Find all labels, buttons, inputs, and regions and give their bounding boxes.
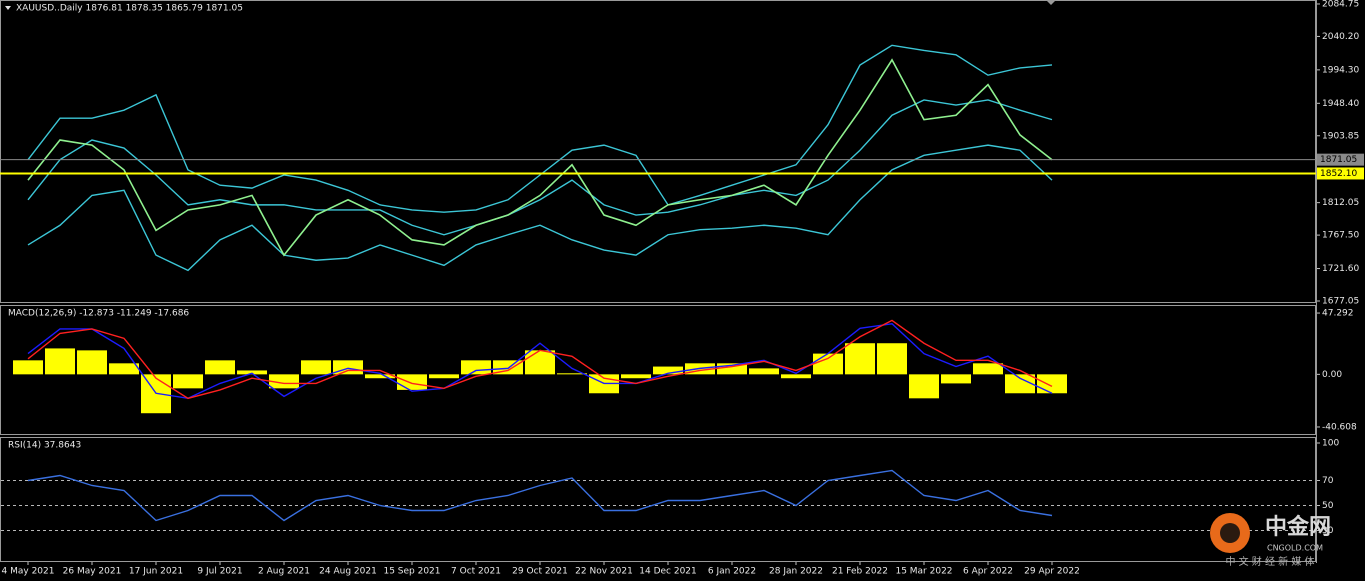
- histogram-bar: [237, 370, 267, 375]
- x-tick-label: 6 Jan 2022: [708, 567, 756, 577]
- histogram-bar: [653, 366, 683, 375]
- y-tick-label: 1812.05: [1322, 198, 1359, 208]
- y-tick-label: 1767.50: [1322, 231, 1359, 241]
- x-tick-label: 15 Mar 2022: [895, 567, 952, 577]
- logo-inner: [1220, 523, 1240, 543]
- shift-marker: [1046, 0, 1056, 5]
- histogram-bar: [909, 374, 939, 399]
- histogram-bar: [941, 374, 971, 384]
- price-label: 1852.10: [1320, 169, 1357, 179]
- panel-title: RSI(14) 37.8643: [8, 441, 81, 451]
- x-tick-label: 14 Dec 2021: [639, 567, 697, 577]
- y-tick-label: 2040.20: [1322, 32, 1359, 42]
- y-tick-label: -40.608: [1322, 422, 1357, 432]
- axis-strip: [1316, 0, 1317, 563]
- series-line: [27, 469, 1053, 522]
- histogram-bar: [525, 350, 555, 375]
- price-label-box: [1317, 153, 1364, 166]
- histogram-bar: [781, 374, 811, 379]
- y-tick-label: 1994.30: [1322, 65, 1359, 75]
- panel-title: MACD(12,26,9) -12.873 -11.249 -17.686: [8, 309, 189, 319]
- watermark-slogan: 中 文 财 经 新 媒 体: [1225, 555, 1314, 568]
- price-label-box: [1317, 167, 1364, 180]
- menu-triangle[interactable]: [5, 6, 11, 10]
- y-tick-label: 1903.85: [1322, 131, 1359, 141]
- histogram-bar: [45, 348, 75, 375]
- x-tick-label: 4 May 2021: [2, 567, 55, 577]
- y-tick-label: 50: [1322, 501, 1334, 511]
- histogram-bar: [973, 363, 1003, 375]
- histogram-bar: [877, 343, 907, 375]
- x-tick-label: 21 Feb 2022: [832, 567, 888, 577]
- series-line: [27, 319, 1053, 400]
- histogram-bar: [173, 374, 203, 389]
- x-tick-label: 28 Jan 2022: [769, 567, 823, 577]
- x-tick-label: 22 Nov 2021: [575, 567, 633, 577]
- x-tick-label: 24 Aug 2021: [319, 567, 377, 577]
- histogram-bar: [77, 350, 107, 375]
- series-line: [27, 99, 1053, 236]
- series-line: [27, 144, 1053, 272]
- histogram-bar: [1037, 374, 1067, 394]
- watermark-site: CNGOLD.COM: [1267, 544, 1323, 553]
- histogram-bar: [845, 343, 875, 375]
- histogram-bar: [461, 360, 491, 375]
- series-line: [27, 58, 1053, 257]
- histogram-bar: [749, 368, 779, 375]
- histogram-bar: [365, 374, 395, 379]
- x-tick-label: 17 Jun 2021: [129, 567, 183, 577]
- histogram-bar: [717, 363, 747, 375]
- histogram-bar: [13, 360, 43, 375]
- watermark-name: 中金网: [1265, 514, 1331, 540]
- histogram-bar: [813, 353, 843, 375]
- series-line: [27, 44, 1053, 213]
- histogram-bar: [429, 374, 459, 379]
- histogram-bar: [397, 374, 427, 390]
- x-tick-label: 9 Jul 2021: [197, 567, 242, 577]
- price-label: 1871.05: [1320, 155, 1357, 165]
- y-tick-label: 0.00: [1322, 370, 1342, 380]
- panel-title: XAUUSD..Daily 1876.81 1878.35 1865.79 18…: [16, 4, 243, 14]
- y-tick-label: 1721.60: [1322, 264, 1359, 274]
- x-tick-label: 29 Apr 2022: [1024, 567, 1080, 577]
- x-tick-label: 26 May 2021: [63, 567, 122, 577]
- y-tick-label: 100: [1322, 439, 1339, 449]
- histogram-bar: [205, 360, 235, 375]
- y-tick-label: 70: [1322, 476, 1334, 486]
- y-tick-label: 30: [1322, 526, 1334, 536]
- y-tick-label: 2084.75: [1322, 0, 1359, 9]
- watermark: 中金网 CNGOLD.COM 中 文 财 经 新 媒 体: [1210, 513, 1331, 568]
- histogram-bar: [493, 360, 523, 375]
- x-tick-label: 15 Sep 2021: [383, 567, 440, 577]
- x-tick-label: 7 Oct 2021: [451, 567, 501, 577]
- x-tick-label: 2 Aug 2021: [258, 567, 310, 577]
- histogram-bar: [269, 374, 299, 389]
- y-tick-label: 1948.40: [1322, 99, 1359, 109]
- y-tick-label: 1677.05: [1322, 296, 1359, 306]
- histogram-bar: [557, 373, 587, 375]
- x-tick-label: 29 Oct 2021: [512, 567, 568, 577]
- panel-frame: [0, 437, 1316, 562]
- panel-frame: [0, 305, 1316, 435]
- panel-frame: [0, 0, 1316, 303]
- histogram-bar: [109, 363, 139, 375]
- histogram-bar: [621, 374, 651, 379]
- histogram-bar: [301, 360, 331, 375]
- x-tick-label: 6 Apr 2022: [963, 567, 1013, 577]
- y-tick-label: 47.292: [1322, 309, 1354, 319]
- histogram-bar: [1005, 374, 1035, 394]
